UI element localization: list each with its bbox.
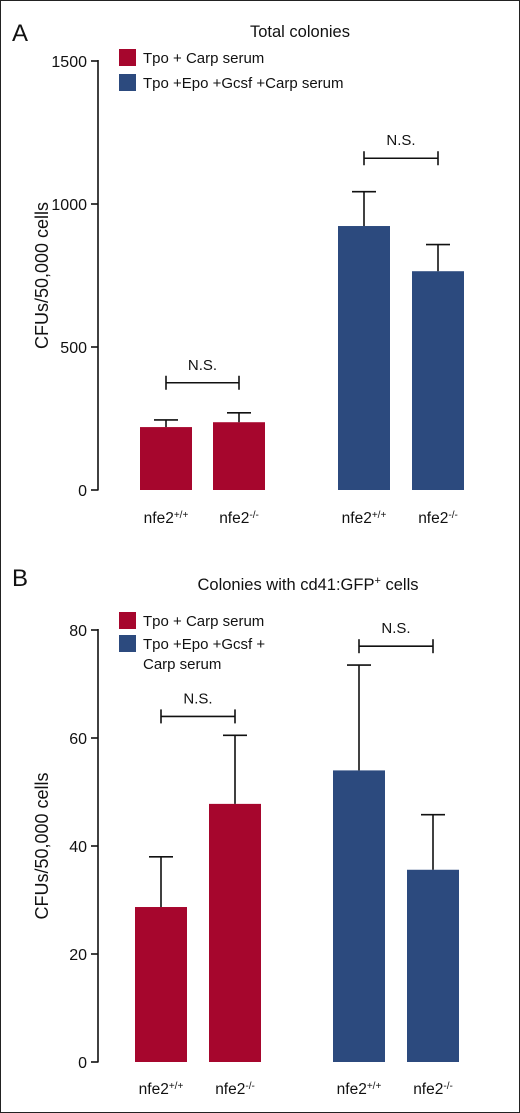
x-tick-label: nfe2+/+ [144, 510, 189, 528]
y-tick-label: 60 [69, 731, 87, 748]
y-tick-label: 80 [69, 623, 87, 640]
y-tick-label: 500 [60, 340, 87, 357]
y-axis-label: CFUs/50,000 cells [32, 202, 52, 349]
legend-swatch [119, 74, 136, 91]
x-tick-label: nfe2-/- [418, 510, 458, 528]
significance-label: N.S. [188, 357, 217, 374]
x-tick-label: nfe2-/- [215, 1081, 255, 1099]
x-tick-label: nfe2-/- [219, 510, 259, 528]
bar [209, 803, 261, 1062]
legend-swatch [119, 612, 136, 629]
bar [412, 271, 464, 490]
x-tick-label: nfe2+/+ [139, 1081, 184, 1099]
chart-title: Colonies with cd41:GFP+ cells [197, 575, 418, 594]
bar [333, 770, 385, 1062]
legend-swatch [119, 635, 136, 652]
legend-label: Tpo +Epo +Gcsf +Carp serum [143, 75, 344, 92]
significance-label: N.S. [386, 132, 415, 149]
legend-swatch [119, 49, 136, 66]
y-tick-label: 0 [78, 1055, 87, 1072]
panel-label: B [12, 565, 28, 592]
y-tick-label: 0 [78, 483, 87, 500]
significance-label: N.S. [381, 620, 410, 637]
bar [213, 422, 265, 490]
bar [338, 226, 390, 490]
chart-panel-a: A Total colonies 0 500 1000 1500 CFUs/50,000 c… [12, 20, 464, 527]
y-tick-label: 1500 [51, 54, 87, 71]
bar [140, 427, 192, 490]
legend-label: Tpo +Epo +Gcsf + [143, 636, 265, 653]
y-tick-label: 1000 [51, 197, 87, 214]
chart-panel-b: B Colonies with cd41:GFP+ cells 0 20 40 60 80 C… [12, 565, 459, 1098]
bar [135, 907, 187, 1062]
x-tick-label: nfe2+/+ [342, 510, 387, 528]
legend-label: Tpo + Carp serum [143, 613, 264, 630]
significance-label: N.S. [183, 690, 212, 707]
legend-label: Tpo + Carp serum [143, 50, 264, 67]
legend-label: Carp serum [143, 656, 221, 673]
y-tick-label: 20 [69, 947, 87, 964]
x-tick-label: nfe2-/- [413, 1081, 453, 1099]
y-tick-label: 40 [69, 839, 87, 856]
y-axis-label: CFUs/50,000 cells [32, 772, 52, 919]
chart-title: Total colonies [250, 23, 350, 41]
x-tick-label: nfe2+/+ [337, 1081, 382, 1099]
panel-label: A [12, 20, 28, 47]
bar [407, 869, 459, 1062]
